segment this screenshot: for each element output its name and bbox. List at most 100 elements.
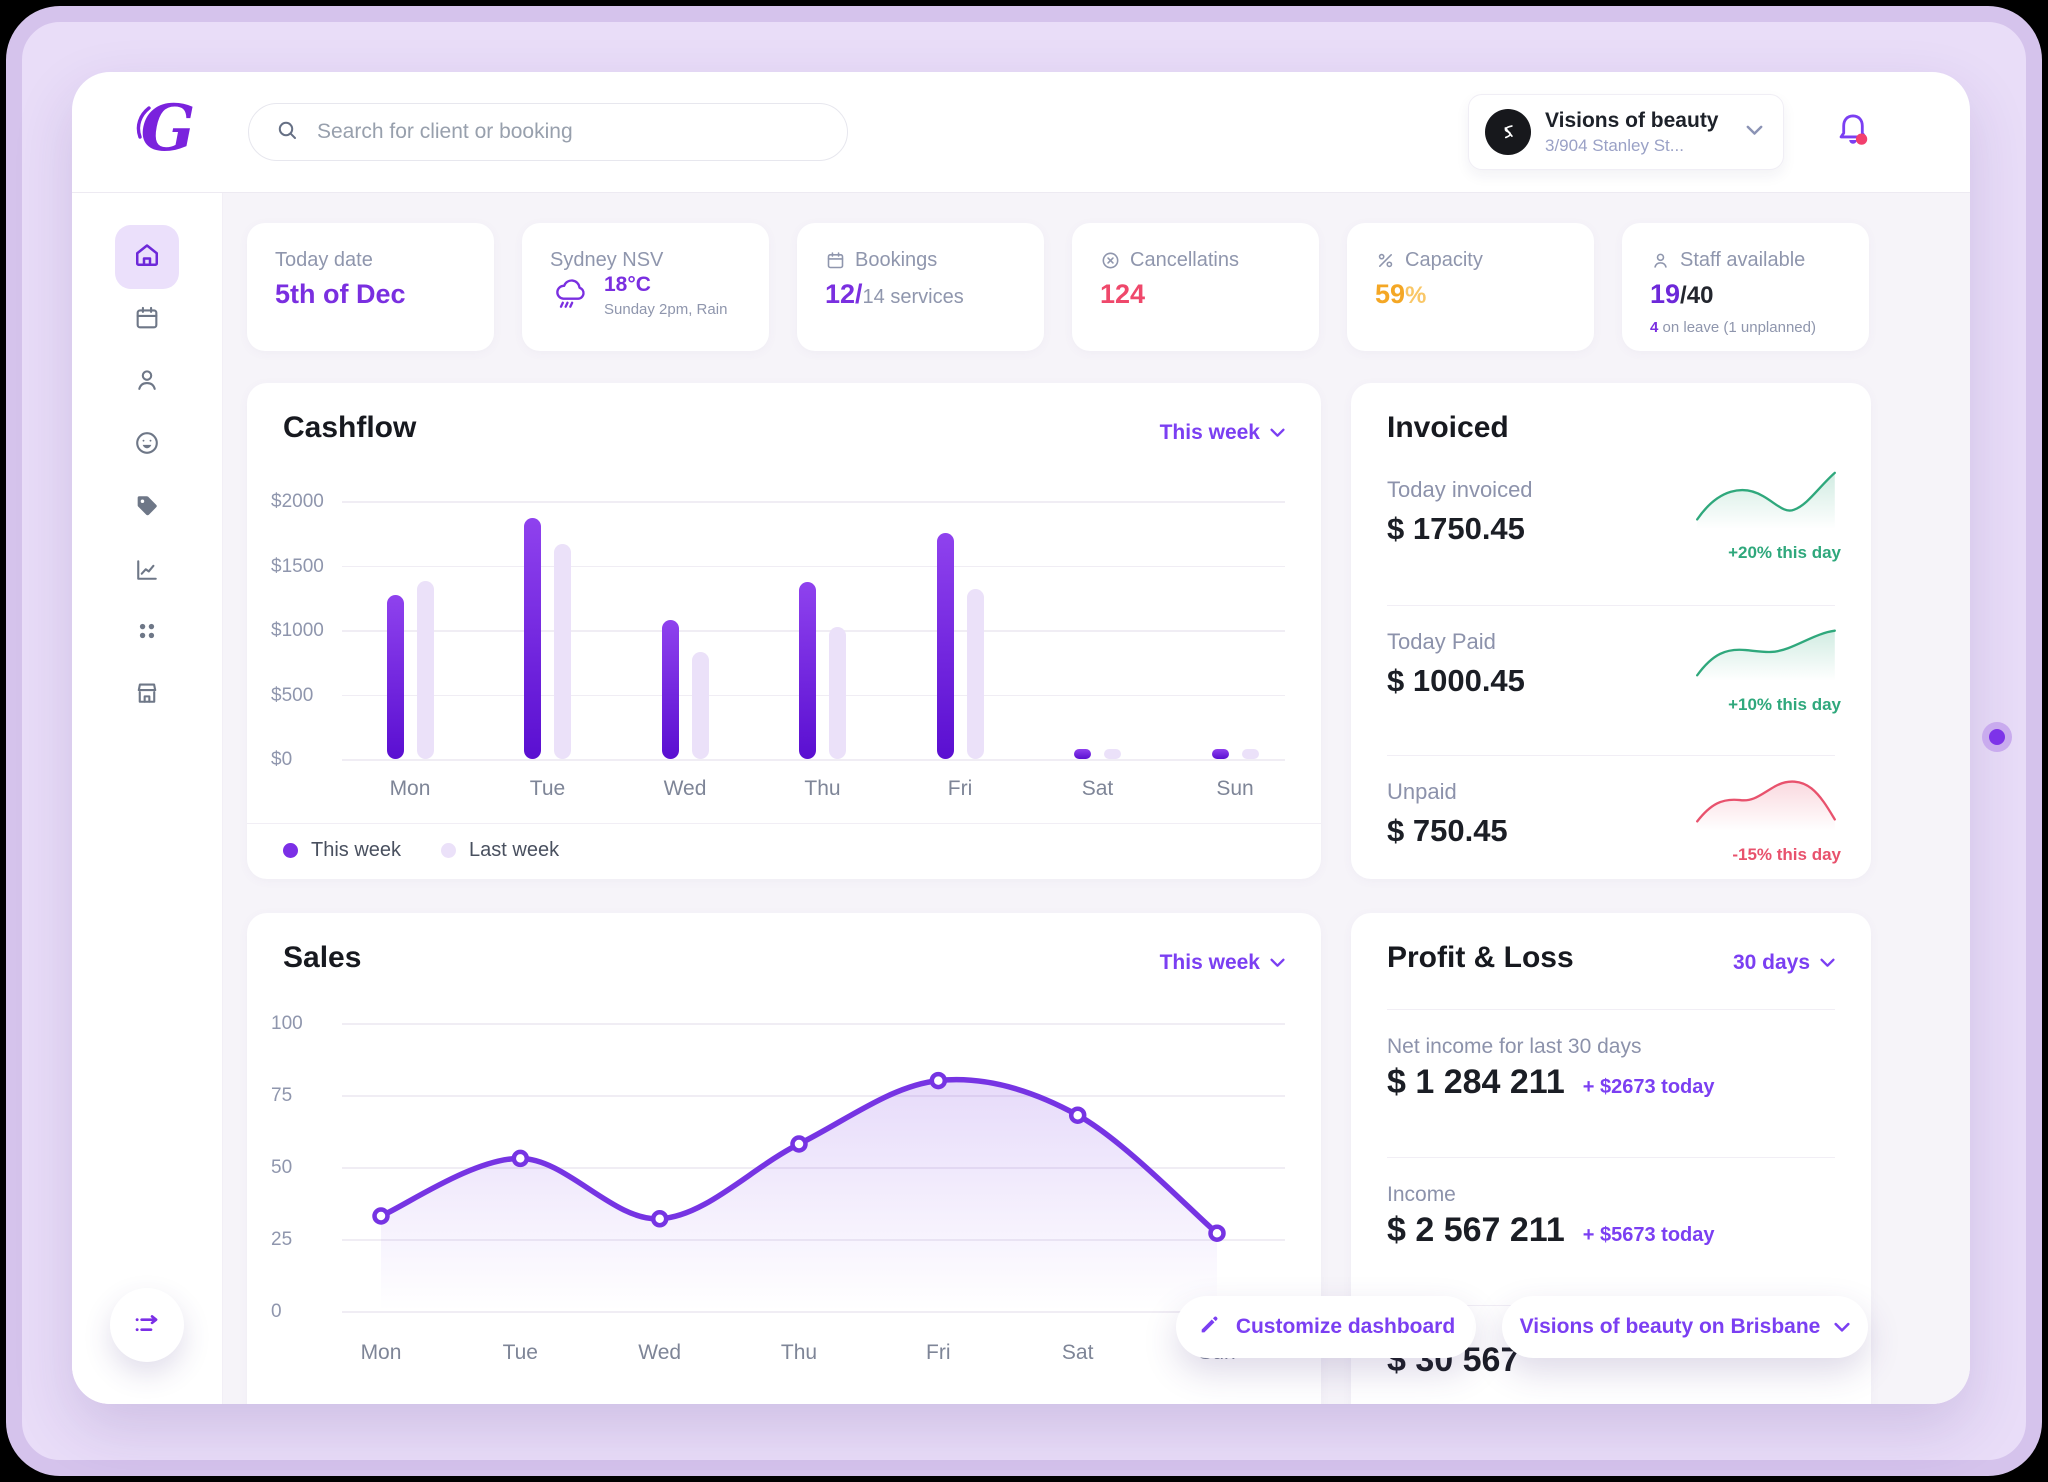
account-selector[interactable]: Visions of beauty 3/904 Stanley St... (1468, 94, 1784, 170)
sidebar-item-apps[interactable] (115, 601, 179, 665)
stat-card-value-suffix: /40 (1680, 282, 1714, 309)
stat-card-label: Bookings (825, 249, 937, 272)
sales-ytick-label: 25 (271, 1229, 293, 1250)
customize-dashboard-button[interactable]: Customize dashboard (1176, 1296, 1476, 1358)
cashflow-ytick-label: $0 (271, 749, 293, 770)
sidebar-item-home[interactable] (115, 225, 179, 289)
stat-card-subtext: Sunday 2pm, Rain (604, 301, 728, 318)
pencil-icon (1197, 1312, 1222, 1343)
main-content: Today date 5th of Dec Sydney NSV 18°C Sunday… (223, 193, 1970, 1404)
cashflow-card: Cashflow This week $2000 $1500 $1000 $500 $0… (247, 383, 1321, 879)
percent-icon (1375, 250, 1396, 271)
satisfaction-icon (133, 429, 161, 462)
invoiced-row-delta: +10% this day (1728, 695, 1841, 714)
stat-card-body: 18°C Sunday 2pm, Rain (550, 273, 727, 320)
sales-xtick-label: Sat (1061, 1341, 1094, 1364)
cashflow-xtick-label: Sat (1081, 777, 1114, 800)
sidebar-item-calendar[interactable] (115, 288, 179, 352)
cashflow-gridline (342, 759, 1285, 761)
search-input[interactable] (315, 119, 821, 145)
cashflow-bar-this-week (1074, 749, 1091, 759)
stat-card-subtext: 4 on leave (1 unplanned) (1650, 319, 1816, 336)
cashflow-bar-this-week (386, 595, 404, 759)
stat-card-today-date: Today date 5th of Dec (247, 223, 494, 351)
cashflow-period-label: This week (1159, 421, 1260, 444)
customize-dashboard-label: Customize dashboard (1235, 1315, 1456, 1338)
sidebar-item-analytics[interactable] (115, 540, 179, 604)
profit-loss-period-dropdown[interactable]: 30 days (1733, 951, 1835, 975)
sales-xtick-label: Tue (502, 1341, 538, 1364)
stat-card-label-text: Staff available (1680, 249, 1806, 271)
invoiced-row-label: Unpaid (1387, 779, 1457, 804)
app-window: G Visions of beauty 3/904 Stanley St... (72, 72, 1970, 1404)
account-name: Visions of beauty (1545, 108, 1719, 132)
cashflow-ytick-label: $500 (271, 684, 314, 706)
cashflow-legend: This week Last week (283, 839, 559, 862)
pnl-row-label: Net income for last 30 days (1387, 1035, 1642, 1058)
search-icon (275, 118, 299, 147)
sales-period-dropdown[interactable]: This week (1160, 951, 1285, 975)
cashflow-period-dropdown[interactable]: This week (1160, 421, 1285, 445)
stat-card-value-main: 59 (1375, 279, 1406, 309)
legend-divider (247, 823, 1321, 824)
row-divider (1387, 1009, 1835, 1010)
pnl-row-label: Income (1387, 1183, 1456, 1206)
chevron-down-icon (1746, 123, 1763, 141)
legend-label: Last week (469, 839, 560, 861)
sidebar-item-store[interactable] (115, 663, 179, 727)
cashflow-ytick-label: $1000 (271, 620, 324, 641)
invoiced-row-delta: +20% this day (1728, 543, 1841, 562)
notifications-bell-button[interactable] (1830, 108, 1876, 159)
sidebar-item-clients[interactable] (115, 350, 179, 414)
calendar-icon (133, 304, 161, 337)
legend-label: This week (311, 839, 402, 861)
account-texts: Visions of beauty 3/904 Stanley St... (1545, 109, 1746, 156)
analytics-icon (133, 556, 161, 589)
invoiced-row-value: $ 1000.45 (1387, 663, 1525, 698)
sidebar-item-satisfaction[interactable] (115, 413, 179, 477)
sparkline-up (1691, 469, 1841, 531)
header-divider (72, 192, 1970, 193)
stat-card-label: Sydney NSV (550, 249, 663, 272)
sidebar-item-tags[interactable] (115, 476, 179, 540)
invoiced-row-label: Today Paid (1387, 629, 1496, 654)
pnl-row-delta: + $2673 today (1582, 1076, 1715, 1098)
store-icon (133, 679, 161, 712)
sales-ytick-label: 50 (271, 1157, 293, 1178)
pnl-row-value: $ 1 284 211 (1387, 1063, 1565, 1101)
cashflow-bar-this-week (661, 619, 679, 759)
invoiced-row-value: $ 1750.45 (1387, 511, 1525, 546)
stat-card-cancellatins: Cancellatins 124 (1072, 223, 1319, 351)
stat-card-label-text: Sydney NSV (550, 249, 664, 271)
location-selector-button[interactable]: Visions of beauty on Brisbane (1502, 1296, 1868, 1358)
sidebar (72, 193, 223, 1404)
profit-loss-title: Profit & Loss (1387, 941, 1574, 974)
cashflow-bar-this-week (936, 533, 954, 760)
search-bar[interactable] (248, 103, 848, 161)
cashflow-bar-last-week (416, 581, 434, 759)
cashflow-bar-last-week (829, 627, 846, 759)
cashflow-xtick-label: Thu (804, 777, 841, 800)
clients-icon (133, 366, 161, 399)
cancel-icon (1100, 250, 1121, 271)
chevron-down-icon (1270, 428, 1285, 437)
dashboard-filter-button[interactable] (110, 1288, 184, 1362)
account-avatar (1485, 109, 1531, 155)
row-divider (1387, 605, 1835, 606)
chevron-down-icon (1834, 1322, 1850, 1332)
cashflow-bar-last-week (691, 651, 709, 759)
legend-item: This week (283, 839, 401, 862)
stat-card-value: 19/40 (1650, 279, 1713, 310)
brand-logo[interactable]: G (122, 88, 202, 173)
stat-card-value: 12/14 services (825, 279, 964, 310)
cashflow-xtick-label: Sun (1216, 777, 1254, 800)
cashflow-ytick-label: $2000 (271, 491, 324, 512)
pnl-row-value-row: $ 2 567 211 + $5673 today (1387, 1211, 1715, 1250)
row-divider (1387, 755, 1835, 756)
stat-card-value-main: 5th of Dec (275, 279, 406, 309)
stat-card-value: 59% (1375, 279, 1426, 310)
stat-card-label-text: Capacity (1405, 249, 1483, 271)
cashflow-bar-last-week (554, 543, 571, 759)
stat-card-subtext-rest: on leave (1 unplanned) (1658, 319, 1816, 336)
